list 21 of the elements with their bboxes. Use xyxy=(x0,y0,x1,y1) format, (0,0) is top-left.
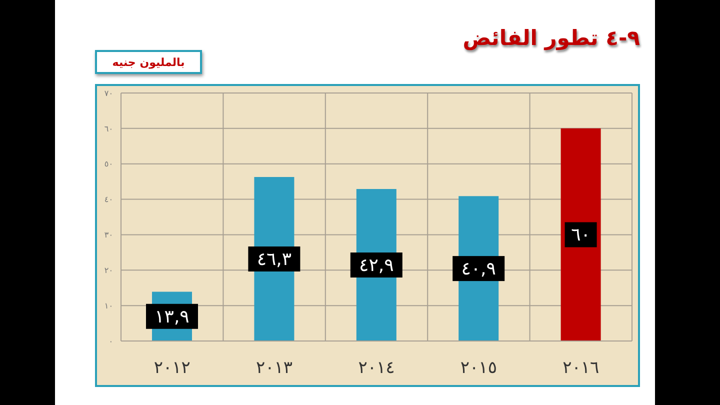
chart-title: ٩-٤ تطور الفائض xyxy=(462,26,640,50)
y-tick-label: ١٠ xyxy=(104,301,113,310)
x-tick-label: ٢٠١٢ xyxy=(154,358,190,378)
x-tick-label: ٢٠١٤ xyxy=(358,358,395,378)
y-tick-label: ٣٠ xyxy=(104,230,113,240)
y-tick-label: ٢٠ xyxy=(104,266,113,275)
chart-subtitle: بالمليون جنيه xyxy=(95,50,202,74)
data-label: ٦٠ xyxy=(571,224,590,246)
y-tick-label: ٤٠ xyxy=(104,195,113,204)
y-tick-label: ٠ xyxy=(108,336,113,346)
y-tick-label: ٦٠ xyxy=(104,124,113,134)
data-label: ٤٦,٣ xyxy=(256,248,292,270)
x-tick-label: ٢٠١٣ xyxy=(256,358,293,378)
data-label: ٤٢,٩ xyxy=(359,254,394,276)
bar xyxy=(560,128,601,341)
data-label: ١٣,٩ xyxy=(154,306,190,328)
y-tick-label: ٧٠ xyxy=(104,88,113,98)
x-tick-label: ٢٠١٥ xyxy=(460,358,497,378)
y-tick-label: ٥٠ xyxy=(104,160,113,169)
x-tick-label: ٢٠١٦ xyxy=(562,358,600,378)
data-label: ٤٠,٩ xyxy=(461,258,496,280)
